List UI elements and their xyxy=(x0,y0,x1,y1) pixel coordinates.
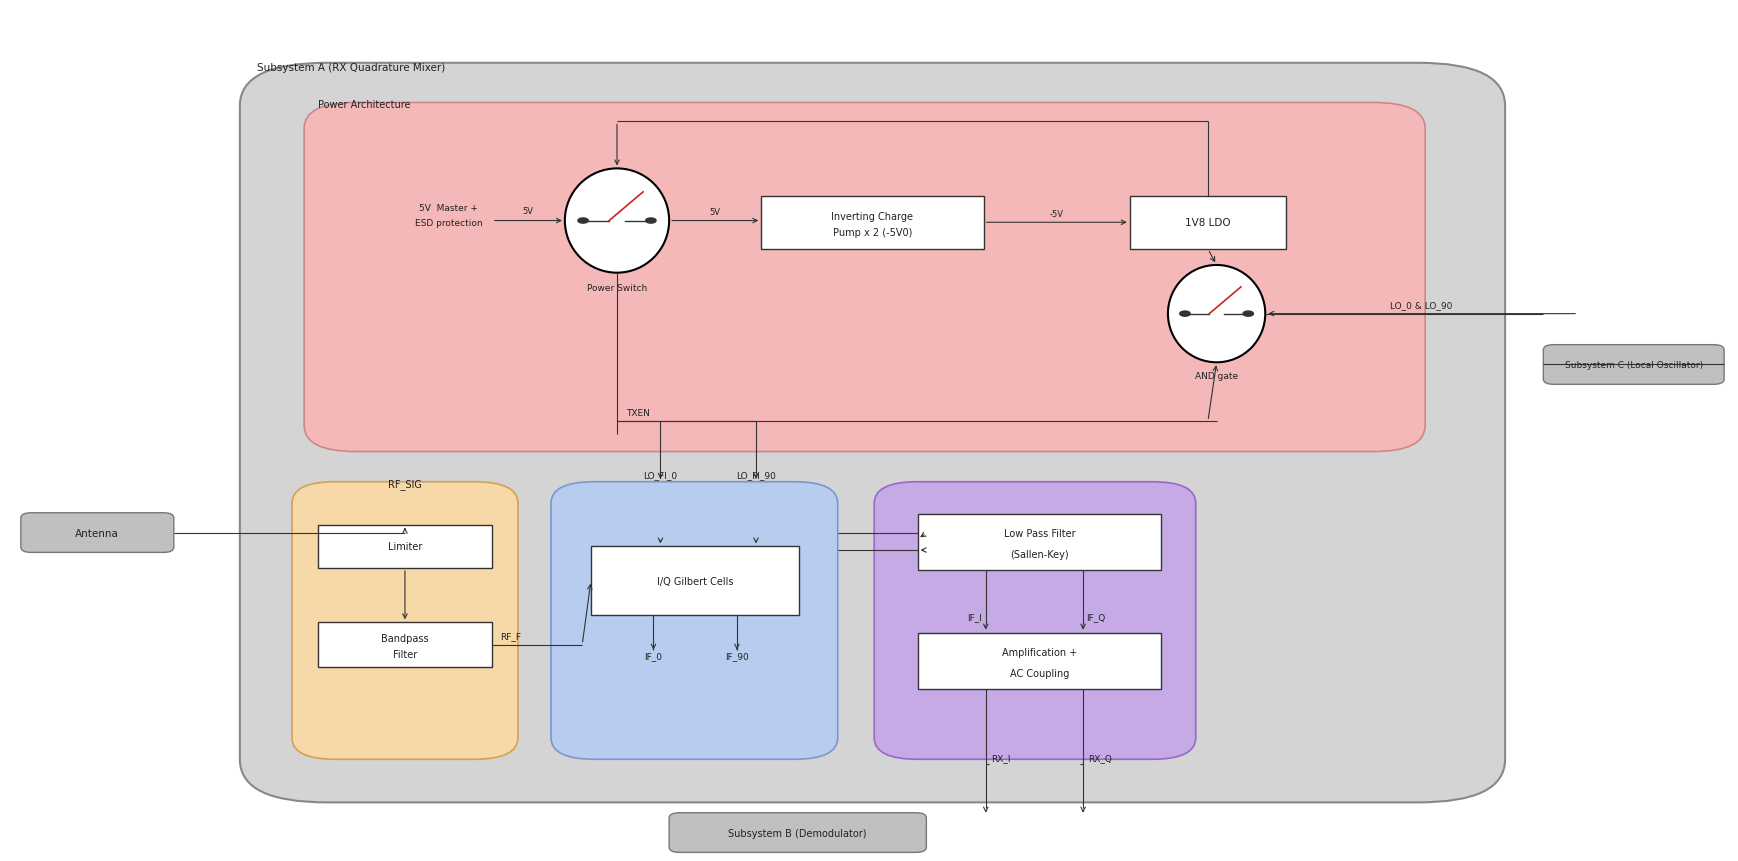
FancyBboxPatch shape xyxy=(1543,345,1724,385)
Bar xyxy=(918,633,1161,689)
Circle shape xyxy=(1243,312,1253,317)
FancyBboxPatch shape xyxy=(21,513,174,553)
Bar xyxy=(318,525,492,568)
Text: Power Switch: Power Switch xyxy=(587,283,647,293)
Text: RX_I: RX_I xyxy=(991,753,1010,762)
Circle shape xyxy=(1180,312,1191,317)
Text: AND gate: AND gate xyxy=(1196,371,1237,381)
Bar xyxy=(918,514,1161,570)
Text: Antenna: Antenna xyxy=(75,528,120,538)
Text: IF_90: IF_90 xyxy=(725,652,749,660)
FancyBboxPatch shape xyxy=(292,482,518,759)
FancyBboxPatch shape xyxy=(240,64,1505,802)
Text: -5V: -5V xyxy=(1050,210,1064,219)
Bar xyxy=(1130,196,1286,250)
Text: LO_FI_90: LO_FI_90 xyxy=(737,471,775,480)
Text: LO_0 & LO_90: LO_0 & LO_90 xyxy=(1390,301,1453,310)
Bar xyxy=(591,547,799,616)
FancyBboxPatch shape xyxy=(304,103,1425,452)
Text: Subsystem B (Demodulator): Subsystem B (Demodulator) xyxy=(728,827,867,838)
Text: RF_F: RF_F xyxy=(501,632,521,641)
Text: Limiter: Limiter xyxy=(388,542,422,552)
Text: ESD protection: ESD protection xyxy=(415,219,481,227)
Bar xyxy=(318,623,492,667)
Ellipse shape xyxy=(565,170,669,273)
Text: 1V8 LDO: 1V8 LDO xyxy=(1185,218,1231,228)
Text: IF_I: IF_I xyxy=(968,613,982,622)
Text: 5V  Master +: 5V Master + xyxy=(419,204,478,213)
Text: Subsystem C (Local Oscillator): Subsystem C (Local Oscillator) xyxy=(1564,361,1703,369)
Text: Filter: Filter xyxy=(393,650,417,660)
Text: Amplification +: Amplification + xyxy=(1001,647,1078,658)
Text: 5V: 5V xyxy=(523,208,534,216)
Text: (Sallen-Key): (Sallen-Key) xyxy=(1010,549,1069,560)
Circle shape xyxy=(645,219,657,224)
Circle shape xyxy=(577,219,587,224)
Text: IF_Q: IF_Q xyxy=(1086,613,1105,622)
Text: RF_SIG: RF_SIG xyxy=(388,478,422,489)
Text: Bandpass: Bandpass xyxy=(381,633,429,643)
Text: RX_Q: RX_Q xyxy=(1088,753,1112,762)
FancyBboxPatch shape xyxy=(669,813,926,852)
Text: Inverting Charge: Inverting Charge xyxy=(831,212,914,221)
FancyBboxPatch shape xyxy=(874,482,1196,759)
FancyBboxPatch shape xyxy=(551,482,838,759)
Text: IF_0: IF_0 xyxy=(645,652,662,660)
Text: TXEN: TXEN xyxy=(626,409,650,418)
Text: Pump x 2 (-5V0): Pump x 2 (-5V0) xyxy=(833,227,912,238)
Ellipse shape xyxy=(1168,266,1265,362)
Text: AC Coupling: AC Coupling xyxy=(1010,668,1069,678)
Text: 5V: 5V xyxy=(709,208,721,217)
Text: Subsystem A (RX Quadrature Mixer): Subsystem A (RX Quadrature Mixer) xyxy=(257,63,445,73)
Text: I/Q Gilbert Cells: I/Q Gilbert Cells xyxy=(657,576,733,586)
Text: Power Architecture: Power Architecture xyxy=(318,100,410,110)
Text: Low Pass Filter: Low Pass Filter xyxy=(1003,529,1076,539)
Text: LO_FI_0: LO_FI_0 xyxy=(643,471,678,480)
Bar xyxy=(761,196,984,250)
